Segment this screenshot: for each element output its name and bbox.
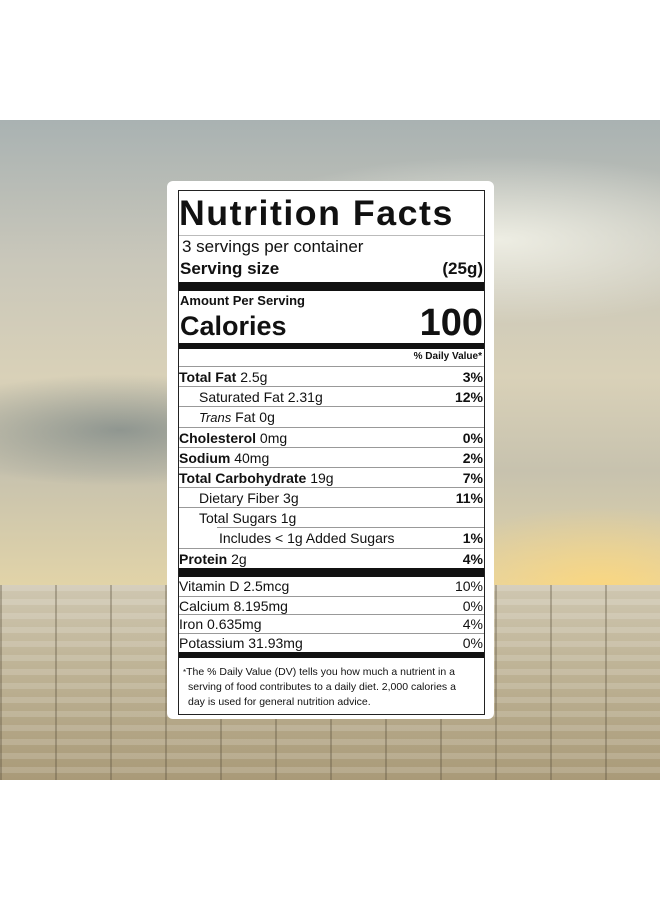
nutrient-name: Includes < 1g Added Sugars — [219, 529, 395, 546]
nutrient-name: Total Fat — [179, 369, 237, 385]
nutrient-daily-value: 2% — [462, 449, 483, 466]
vitamin-name: Iron 0.635mg — [179, 616, 262, 632]
nutrient-daily-value: 11% — [455, 490, 483, 507]
footnote-text: The % Daily Value (DV) tells you how muc… — [186, 666, 456, 708]
vitamin-row: Calcium 8.195mg 0% — [179, 595, 484, 615]
nutrient-row: Total Sugars 1g — [179, 507, 484, 527]
nutrient-amount: 40mg — [234, 449, 270, 466]
nutrient-daily-value: 0% — [462, 429, 483, 446]
serving-size-label: Serving size — [180, 259, 280, 278]
vitamin-row: Potassium 31.93mg 0% — [179, 632, 484, 652]
nutrient-amount: 19g — [310, 470, 334, 486]
nutrition-label-card: Nutrition Facts 3 servings per container… — [167, 181, 494, 719]
nutrient-name: Protein — [179, 550, 228, 567]
nutrient-row: Dietary Fiber 3g 11% — [179, 487, 484, 507]
nutrient-daily-value: 4% — [462, 550, 483, 567]
nutrient-row: Cholesterol 0mg 0% — [179, 426, 484, 447]
nutrient-daily-value: 12% — [454, 389, 483, 406]
nutrient-label: Saturated Fat 2.31g — [179, 387, 323, 406]
nutrient-amount: 2.5g — [240, 369, 268, 385]
nutrient-name: Saturated Fat — [199, 389, 284, 406]
nutrient-amount: 3g — [283, 490, 299, 507]
nutrient-row: Saturated Fat 2.31g 12% — [179, 386, 484, 406]
vitamin-row: Vitamin D 2.5mcg 10% — [179, 577, 484, 596]
nutrient-name: Total Sugars — [199, 510, 277, 527]
vitamin-row: Iron 0.635mg 4% — [179, 614, 484, 633]
vitamin-daily-value: 4% — [462, 616, 483, 632]
calories-label: Calories — [180, 311, 287, 341]
nutrient-name: Dietary Fiber — [199, 490, 280, 507]
nutrient-name-suffix: Fat — [235, 409, 256, 426]
nutrition-facts-panel: Nutrition Facts 3 servings per container… — [178, 190, 485, 715]
vitamin-daily-value: 0% — [462, 634, 483, 651]
footnote: *The % Daily Value (DV) tells you how mu… — [183, 666, 456, 708]
nutrient-amount: 2g — [231, 550, 247, 567]
nutrient-row: Includes < 1g Added Sugars 1% — [179, 526, 484, 548]
serving-size-value: (25g) — [442, 259, 483, 278]
nutrient-amount: 1g — [280, 510, 297, 527]
nutrient-name: Total Carbohydrate — [179, 470, 307, 486]
nutrient-label: Total Fat 2.5g — [179, 367, 267, 386]
nutrient-amount: 0g — [259, 409, 275, 426]
nutrient-amount: 0mg — [259, 429, 288, 446]
divider-medium — [179, 343, 484, 349]
nutrient-label: Total Carbohydrate 19g — [179, 468, 334, 487]
nutrient-label: Sodium 40mg — [179, 448, 269, 467]
divider-thick — [179, 568, 484, 577]
nutrient-row: Total Carbohydrate 19g 7% — [179, 467, 484, 487]
nutrient-label: Cholesterol 0mg — [179, 428, 287, 447]
nutrient-amount: 2.31g — [287, 389, 323, 406]
nutrient-name: Sodium — [179, 449, 231, 466]
nutrient-label: Includes < 1g Added Sugars — [179, 528, 395, 548]
nutrient-row: Trans Fat 0g — [179, 406, 484, 426]
nutrient-label: Protein 2g — [179, 549, 247, 568]
calories-value: 100 — [419, 302, 483, 344]
nutrient-label: Total Sugars 1g — [179, 508, 296, 527]
vitamin-daily-value: 0% — [462, 597, 483, 614]
nutrient-row: Total Fat 2.5g 3% — [179, 366, 484, 386]
vitamin-name: Vitamin D 2.5mcg — [179, 578, 290, 594]
nutrient-label: Trans Fat 0g — [179, 407, 275, 426]
nutrient-daily-value: 1% — [462, 529, 483, 546]
vitamin-name: Calcium 8.195mg — [179, 597, 288, 614]
divider-medium — [179, 652, 484, 658]
nutrient-row: Protein 2g 4% — [179, 547, 484, 568]
amount-per-serving: Amount Per Serving — [180, 293, 305, 308]
nutrient-name: Trans — [199, 410, 232, 426]
nutrient-daily-value: 3% — [462, 369, 483, 385]
nutrient-name: Cholesterol — [179, 429, 257, 446]
servings-per-container: 3 servings per container — [182, 237, 364, 256]
nutrient-row: Sodium 40mg 2% — [179, 446, 484, 467]
vitamin-name: Potassium 31.93mg — [179, 634, 303, 651]
nutrient-label: Dietary Fiber 3g — [179, 488, 299, 507]
vitamin-daily-value: 10% — [454, 578, 483, 594]
daily-value-header: % Daily Value* — [413, 351, 482, 362]
label-title: Nutrition Facts — [179, 194, 454, 233]
nutrient-daily-value: 7% — [462, 470, 483, 486]
divider-thick — [179, 282, 484, 291]
